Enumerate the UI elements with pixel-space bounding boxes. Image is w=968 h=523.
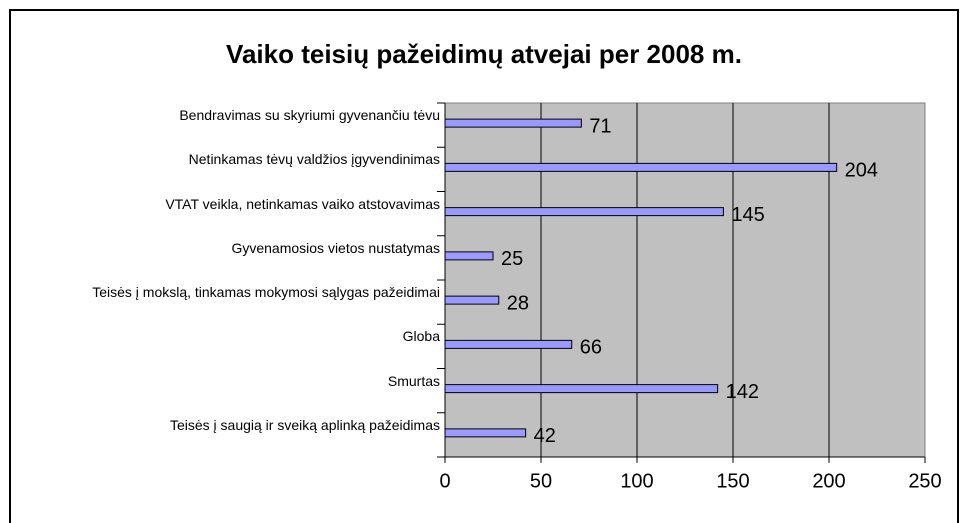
y-tick-label: Bendravimas su skyriumi gyvenančiu tėvu [179, 107, 440, 124]
plot-area [444, 102, 926, 458]
bar [444, 384, 719, 394]
value-label: 142 [726, 381, 759, 403]
bar [444, 339, 573, 349]
y-tick-label: Netinkamas tėvų valdžios įgyvendinimas [188, 151, 440, 168]
bar [444, 207, 724, 217]
value-label: 71 [589, 115, 611, 137]
value-label: 25 [501, 248, 523, 270]
value-label: 66 [580, 337, 602, 359]
x-tick-label: 100 [620, 470, 653, 492]
x-tick-label: 250 [908, 470, 941, 492]
y-tick-label: Globa [402, 328, 440, 345]
x-tick-label: 200 [812, 470, 845, 492]
value-label: 204 [845, 160, 878, 182]
x-tick-label: 150 [716, 470, 749, 492]
y-tick-label: Teisės į mokslą, tinkamas mokymosi sąlyg… [92, 284, 440, 301]
y-tick-label: VTAT veikla, netinkamas vaiko atstovavim… [165, 195, 440, 212]
x-tick-label: 0 [439, 470, 450, 492]
bar [444, 295, 500, 305]
value-label: 42 [534, 425, 556, 447]
value-label: 145 [731, 204, 764, 226]
bar [444, 251, 494, 261]
y-tick-label: Gyvenamosios vietos nustatymas [231, 239, 440, 256]
y-tick-label: Smurtas [387, 372, 440, 389]
bar [444, 118, 582, 128]
x-tick-label: 50 [530, 470, 552, 492]
chart-title: Vaiko teisių pažeidimų atvejai per 2008 … [226, 39, 742, 69]
y-tick-label: Teisės į saugią ir sveiką aplinką pažeid… [169, 416, 440, 433]
value-label: 28 [507, 292, 529, 314]
bar [444, 428, 527, 438]
bar [444, 162, 838, 172]
